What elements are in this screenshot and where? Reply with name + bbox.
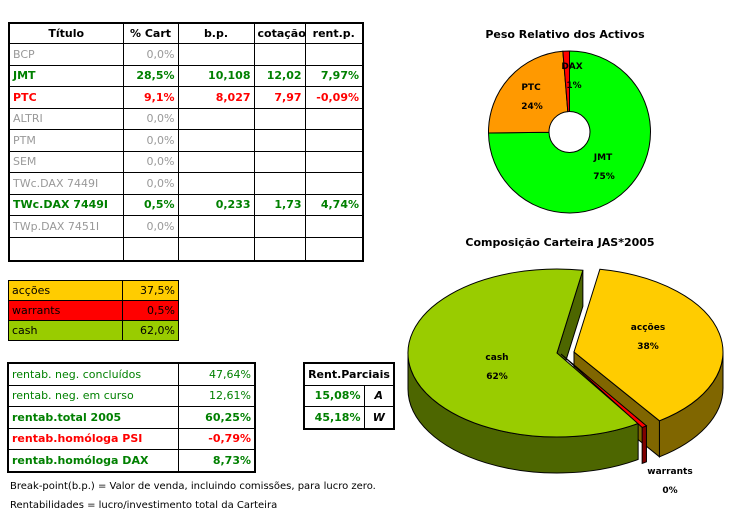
cell-rent: 7,97% [304, 64, 364, 87]
returns-value: 60,25% [177, 406, 256, 429]
allocation-value: 37,5% [122, 280, 179, 301]
table-row: TWp.DAX 7451I 0,0% [8, 215, 364, 238]
table-row: PTC 9,1% 8,027 7,97 -0,09% [8, 86, 364, 109]
pie-label-cash: cash [485, 353, 508, 363]
cell-titulo: JMT [8, 64, 124, 87]
footnote-rentabilidades: Rentabilidades = lucro/investimento tota… [10, 500, 278, 511]
partial-returns-title: Rent.Parciais [303, 362, 395, 386]
cell-rent: 4,74% [304, 193, 364, 216]
partial-returns-row: 45,18% W [303, 406, 395, 429]
pie-value-accoes: 38% [637, 342, 659, 352]
table-row-empty [8, 236, 364, 261]
partial-returns-header: Rent.Parciais [303, 362, 395, 386]
pie-chart-3d: Composição Carteira JAS*2005 acções 38% … [407, 236, 724, 496]
allocation-label: warrants [8, 300, 123, 321]
returns-row: rentab. neg. concluídos 47,64% [7, 362, 256, 386]
returns-row: rentab.homóloga PSI -0,79% [7, 427, 256, 450]
footnote-break-point: Break-point(b.p.) = Valor de venda, incl… [10, 481, 376, 492]
cell-cart: 0,0% [122, 215, 179, 238]
cell-cart [122, 236, 179, 261]
doughnut-label-dax: DAX [561, 62, 582, 72]
doughnut-slice-ptc [487, 50, 569, 134]
doughnut-chart: Peso Relativo dos Activos PTC 24% DAX 1%… [485, 28, 651, 214]
pie-label-warrants: warrants [647, 467, 692, 477]
returns-row: rentab.homóloga DAX 8,73% [7, 449, 256, 472]
table-row: JMT 28,5% 10,108 12,02 7,97% [8, 64, 364, 87]
cell-titulo: TWc.DAX 7449I [8, 172, 124, 195]
returns-label: rentab. neg. concluídos [7, 362, 179, 386]
pie-slice-accoes [573, 268, 724, 422]
cell-rent [304, 236, 364, 261]
holdings-header-row: Título % Cart b.p. cotação rent.p. [8, 22, 364, 44]
cell-cotacao: 12,02 [253, 64, 306, 87]
header-rent: rent.p. [304, 22, 364, 44]
doughnut-value-jmt: 75% [593, 172, 615, 182]
cell-bp: 10,108 [177, 64, 255, 87]
doughnut-chart-title: Peso Relativo dos Activos [485, 28, 645, 41]
table-row: PTM 0,0% [8, 129, 364, 152]
doughnut-slice-dax [562, 50, 570, 113]
returns-row: rentab.total 2005 60,25% [7, 406, 256, 429]
pie-value-cash: 62% [486, 372, 508, 382]
doughnut-label-ptc: PTC [521, 83, 541, 93]
pie-slice-warrants [560, 353, 648, 429]
allocation-row-cash: cash 62,0% [8, 320, 179, 341]
pie-chart-title: Composição Carteira JAS*2005 [465, 236, 654, 249]
cell-titulo: TWp.DAX 7451I [8, 215, 124, 238]
doughnut-slice-jmt [487, 50, 651, 214]
pie-label-accoes: acções [631, 323, 665, 333]
cell-rent: -0,09% [304, 86, 364, 109]
pie-warrants-side [641, 425, 647, 465]
returns-value: 8,73% [177, 449, 256, 472]
holdings-table: Título % Cart b.p. cotação rent.p. BCP 0… [8, 22, 364, 262]
doughnut-value-dax: 1% [566, 81, 581, 91]
returns-table: rentab. neg. concluídos 47,64% rentab. n… [7, 362, 256, 473]
allocation-label: cash [8, 320, 123, 341]
cell-rent [304, 43, 364, 66]
cell-cotacao: 7,97 [253, 86, 306, 109]
cell-cart: 28,5% [122, 64, 179, 87]
partial-returns-value: 45,18% [303, 406, 365, 429]
doughnut-label-jmt: JMT [593, 153, 613, 163]
allocation-row-accoes: acções 37,5% [8, 280, 179, 301]
partial-returns-table: Rent.Parciais 15,08% A 45,18% W [303, 362, 396, 430]
table-row: TWc.DAX 7449I 0,0% [8, 172, 364, 195]
cell-bp [177, 236, 255, 261]
cell-cart: 0,0% [122, 172, 179, 195]
cell-cart: 0,0% [122, 43, 179, 66]
table-row: ALTRI 0,0% [8, 107, 364, 130]
cell-cotacao [253, 236, 306, 261]
cell-titulo [8, 236, 124, 261]
allocation-value: 62,0% [122, 320, 179, 341]
returns-label: rentab.homóloga DAX [7, 449, 179, 472]
partial-returns-row: 15,08% A [303, 384, 395, 407]
header-cart: % Cart [122, 22, 179, 44]
cell-bp: 8,027 [177, 86, 255, 109]
cell-titulo: PTC [8, 86, 124, 109]
pie-value-warrants: 0% [662, 486, 677, 496]
table-row: SEM 0,0% [8, 150, 364, 173]
doughnut-value-ptc: 24% [521, 102, 543, 112]
table-row: BCP 0,0% [8, 43, 364, 66]
returns-value: 47,64% [177, 362, 256, 386]
cell-titulo: BCP [8, 43, 124, 66]
allocation-table: acções 37,5% warrants 0,5% cash 62,0% [8, 280, 179, 341]
cell-cart: 9,1% [122, 86, 179, 109]
pie-slice-cash [407, 268, 640, 438]
partial-returns-code: W [363, 406, 395, 429]
